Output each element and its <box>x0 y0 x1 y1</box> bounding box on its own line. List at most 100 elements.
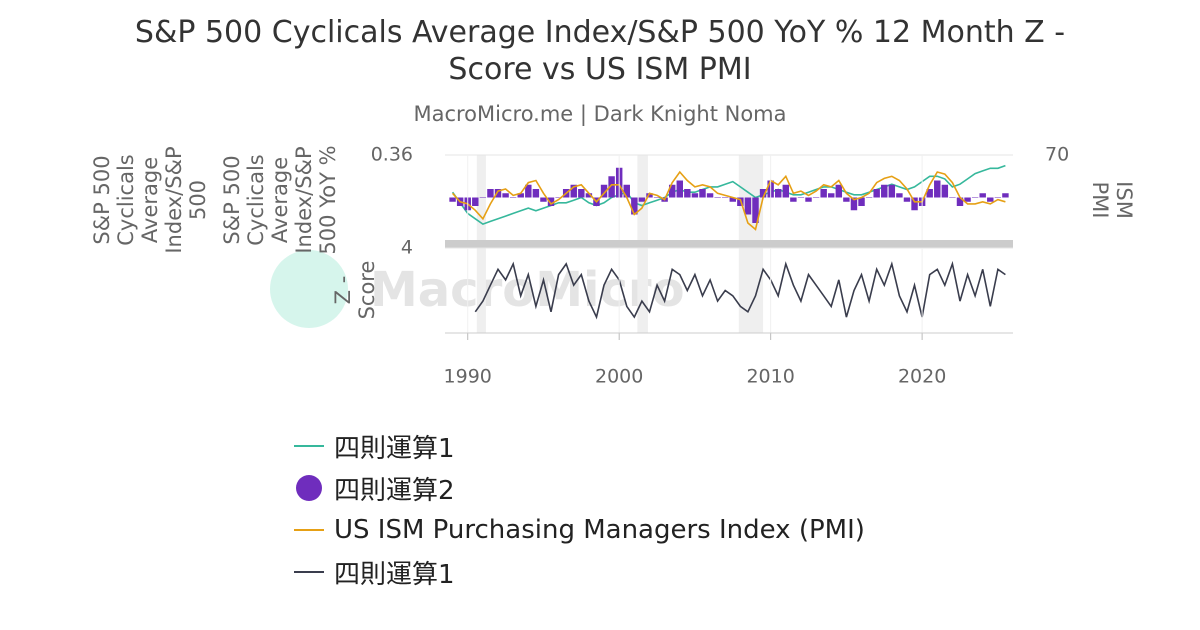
x-tick-label: 2000 <box>595 366 643 388</box>
bar <box>646 193 653 198</box>
bar <box>668 184 676 198</box>
z-axis-label: Z - Score <box>331 260 379 320</box>
bar <box>888 184 896 198</box>
bar <box>631 197 638 215</box>
bar <box>964 197 971 202</box>
watermark-logo <box>270 250 348 328</box>
legend-item[interactable]: 四則運算2 <box>292 467 865 509</box>
bar <box>494 189 502 198</box>
watermark: MacroMicro <box>370 262 685 318</box>
bar <box>623 184 630 198</box>
bar <box>608 176 615 198</box>
bar <box>896 193 903 198</box>
legend-swatch <box>296 475 322 501</box>
bar <box>850 197 858 211</box>
bar <box>987 197 994 202</box>
bar <box>752 197 759 223</box>
bar <box>525 184 532 198</box>
bar <box>479 197 487 198</box>
bar <box>684 189 691 198</box>
bar <box>971 197 979 198</box>
bar <box>782 184 790 198</box>
bar <box>532 189 540 198</box>
bar <box>843 197 850 202</box>
recession-band <box>738 248 764 333</box>
y2-tick-label: 70 <box>1045 144 1069 166</box>
x-tick-label: 2010 <box>746 366 794 388</box>
bar <box>449 197 456 202</box>
bar <box>873 189 880 198</box>
legend-swatch <box>294 529 324 531</box>
bar <box>517 193 524 198</box>
bar <box>729 197 737 202</box>
bar <box>979 193 986 198</box>
bar <box>653 197 661 198</box>
y-axis-label: S&P 500 Cyclicals Average Index/S&P 500 <box>90 146 210 254</box>
line-series <box>451 164 1006 225</box>
legend-label: 四則運算2 <box>334 475 455 506</box>
legend-item[interactable]: US ISM Purchasing Managers Index (PMI) <box>292 509 865 551</box>
bar <box>714 197 721 198</box>
bar <box>797 197 805 198</box>
bar <box>941 184 949 198</box>
bar <box>699 189 706 198</box>
bar <box>578 189 585 198</box>
bar <box>691 193 699 198</box>
y-tick-label: 4 <box>401 237 413 259</box>
bar <box>934 180 941 198</box>
bar <box>956 197 964 206</box>
bar <box>472 197 479 206</box>
legend-swatch <box>294 445 324 447</box>
bar <box>881 184 888 198</box>
bar <box>1002 193 1009 198</box>
bar <box>547 197 555 206</box>
recession-band <box>476 248 486 333</box>
bar <box>926 189 933 198</box>
bar <box>828 193 835 198</box>
x-tick-label: 2020 <box>898 366 946 388</box>
y3-axis-label: S&P 500 Cyclicals Average Index/S&P 500 … <box>220 145 340 255</box>
bar <box>502 193 509 198</box>
chart-title: S&P 500 Cyclicals Average Index/S&P 500 … <box>134 15 1066 87</box>
bar <box>638 197 646 202</box>
bar <box>585 193 593 198</box>
bar <box>775 189 782 198</box>
bar <box>540 197 547 202</box>
bar <box>721 197 729 198</box>
bar <box>600 184 608 198</box>
legend-label: 四則運算1 <box>334 433 455 464</box>
bar <box>949 197 956 198</box>
bar <box>858 197 865 206</box>
legend-label: US ISM Purchasing Managers Index (PMI) <box>334 515 865 545</box>
bar <box>835 184 843 198</box>
bar <box>706 193 714 198</box>
legend-item[interactable]: 四則運算1 <box>292 425 865 467</box>
bar <box>555 197 562 198</box>
bar <box>487 189 494 198</box>
legend: 四則運算1 四則運算2 US ISM Purchasing Managers Ind… <box>292 425 865 593</box>
bar <box>509 197 517 198</box>
legend-label: 四則運算1 <box>334 559 455 590</box>
bar <box>994 197 1002 198</box>
legend-item[interactable]: 四則運算1 <box>292 551 865 593</box>
bar <box>820 189 827 198</box>
legend-swatch <box>294 571 324 573</box>
bar <box>865 197 873 198</box>
bar <box>744 197 752 215</box>
line-series <box>474 260 1006 320</box>
bar <box>812 197 820 198</box>
panel-separator <box>445 240 1013 248</box>
x-tick-label: 1990 <box>444 366 492 388</box>
line-series <box>452 170 1006 231</box>
recession-band <box>637 248 648 333</box>
bar <box>790 197 797 202</box>
legend-marker <box>296 475 322 501</box>
bar <box>570 184 577 198</box>
bar <box>903 197 911 202</box>
y-tick-label: 0.36 <box>371 144 413 166</box>
bar <box>759 189 767 198</box>
y2-axis-label: ISM PMI <box>1088 181 1136 219</box>
chart-subtitle: MacroMicro.me | Dark Knight Noma <box>413 102 787 126</box>
